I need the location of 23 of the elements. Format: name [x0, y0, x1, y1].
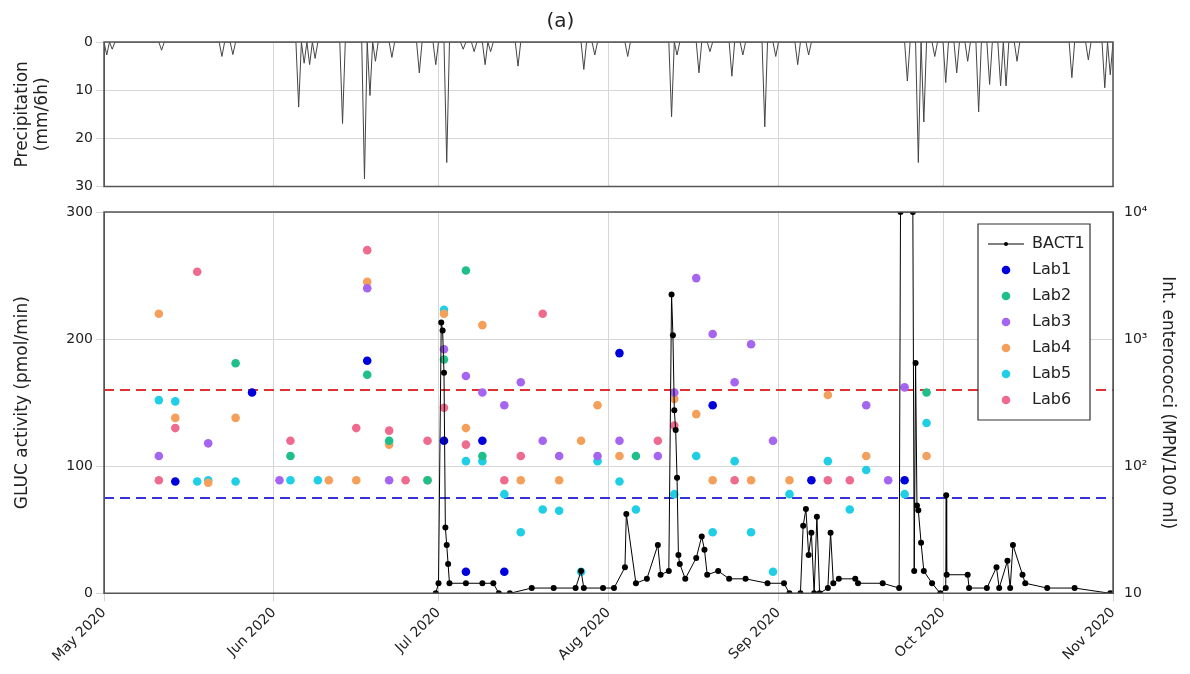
y2-tick-label: 10⁴	[1124, 202, 1148, 219]
y-tick-label: 20	[75, 129, 93, 146]
y-tick-label: 200	[66, 329, 93, 346]
y2-tick-label: 10³	[1124, 329, 1148, 346]
legend-label: Lab4	[1032, 337, 1072, 357]
y-tick-label: 0	[84, 32, 93, 49]
legend-label: Lab5	[1032, 363, 1072, 383]
legend-label: Lab3	[1032, 311, 1072, 331]
y-axis-title: GLUC activity (pmol/min)	[10, 296, 31, 510]
legend-label: Lab2	[1032, 285, 1072, 305]
y-tick-label: 30	[75, 177, 93, 194]
legend-label: Lab6	[1032, 389, 1072, 409]
y-tick-label: 10	[75, 80, 93, 97]
y-tick-label: 100	[66, 456, 93, 473]
y-tick-label: 300	[66, 202, 93, 219]
y2-tick-label: 10²	[1124, 456, 1148, 473]
y2-tick-label: 10	[1124, 583, 1142, 600]
y-axis-title: Precipitation (mm/6h)	[10, 61, 52, 168]
y-tick-label: 0	[84, 583, 93, 600]
y2-axis-title: Int. enterococci (MPN/100 ml)	[1159, 276, 1180, 530]
chart-title: (a)	[546, 8, 575, 33]
legend-label: BACT1	[1032, 233, 1085, 253]
legend-label: Lab1	[1032, 259, 1072, 279]
